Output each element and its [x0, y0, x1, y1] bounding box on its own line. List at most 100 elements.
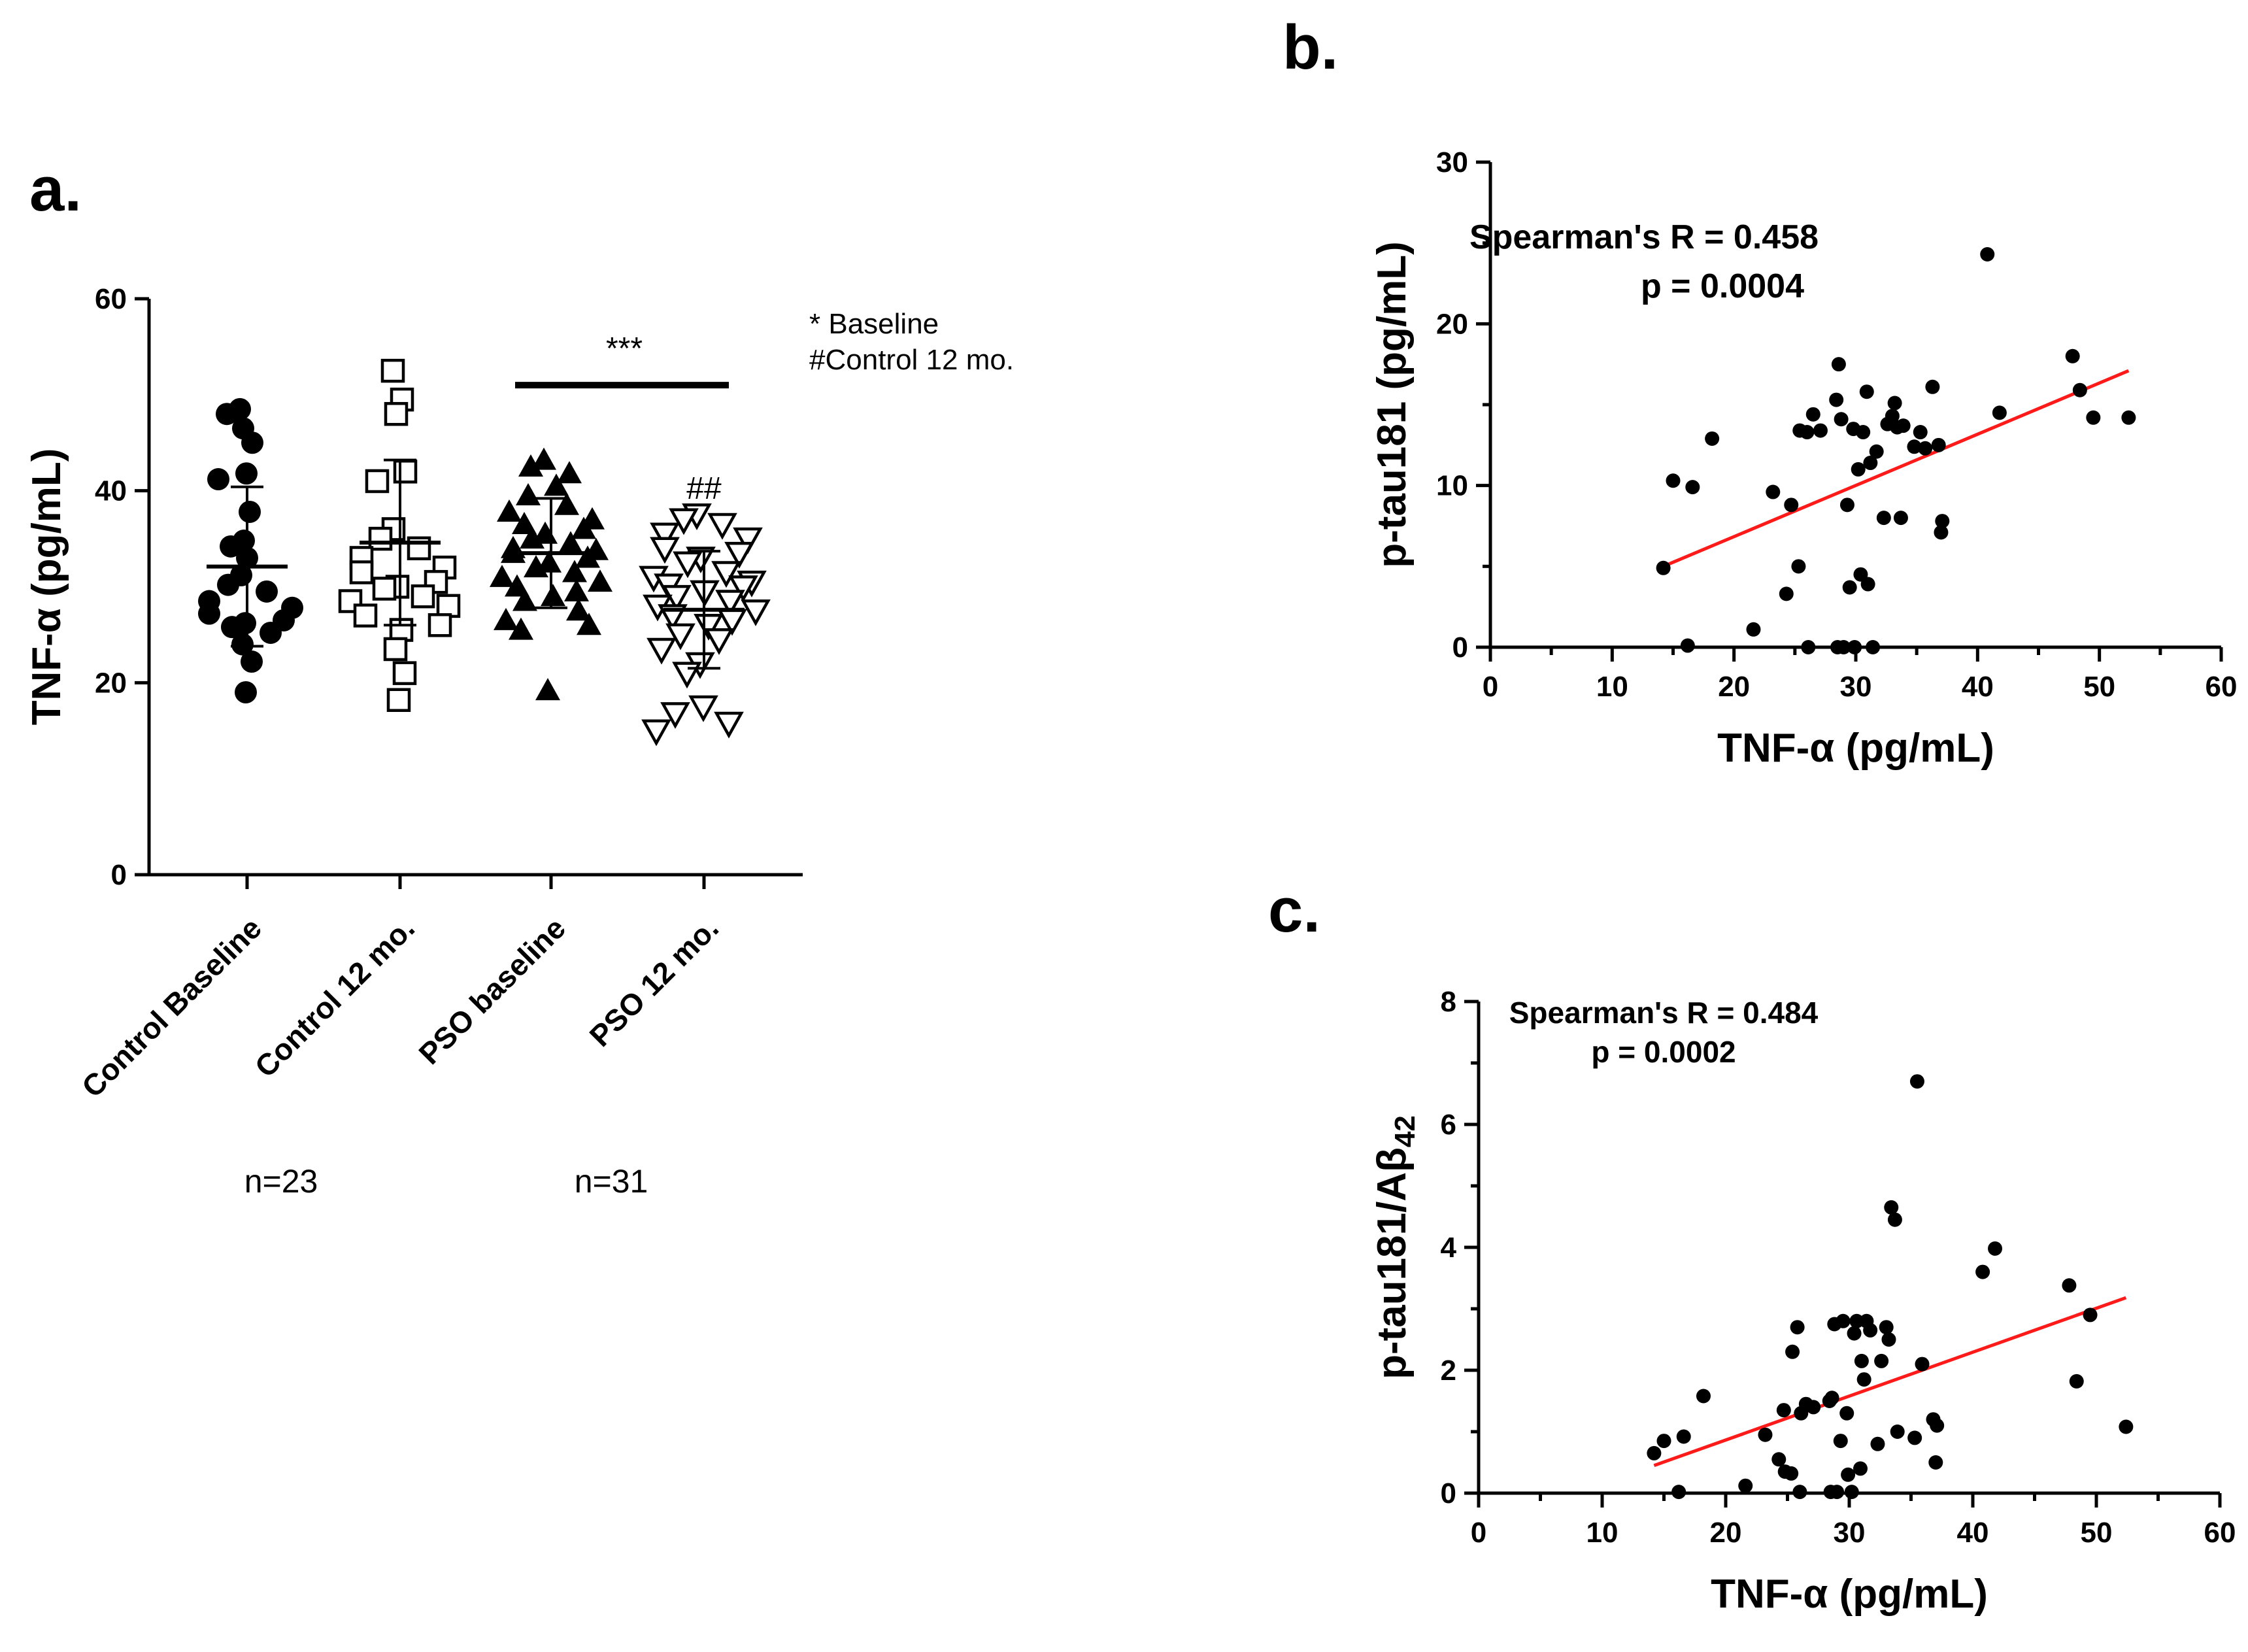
- y-tick-label: 40: [95, 475, 127, 507]
- category-label: Control Baseline: [75, 911, 268, 1104]
- data-point: [1918, 441, 1933, 456]
- x-tick-label: 10: [1596, 671, 1628, 703]
- x-tick-label: 30: [1840, 671, 1872, 703]
- panel-c-axes: 0 2 4 6 8 0 10 20 30 40 50 60 TNF-α (pg/mL) p-tau181/…: [1369, 986, 2236, 1617]
- legend-baseline: * Baseline: [809, 308, 939, 340]
- x-tick-label: 20: [1710, 1517, 1742, 1549]
- y-tick-label: 0: [1452, 632, 1468, 664]
- data-point: [2062, 1278, 2077, 1293]
- data-point: [588, 569, 612, 592]
- data-point: [1834, 412, 1849, 427]
- data-point: [1907, 1430, 1922, 1445]
- data-point: [1893, 511, 1908, 526]
- data-point: [436, 594, 461, 618]
- data-point: [724, 541, 754, 569]
- data-point: [392, 661, 417, 685]
- data-point: [1934, 525, 1949, 540]
- data-point: [646, 637, 677, 665]
- y-axis-title-main: p-tau181/Aβ: [1369, 1147, 1415, 1379]
- data-point: [1791, 559, 1806, 574]
- data-point: [1847, 1326, 1862, 1341]
- data-point: [1975, 1264, 1990, 1279]
- data-point: [217, 573, 239, 596]
- panel-b-p-value: p = 0.0004: [1641, 267, 1804, 305]
- data-point: [660, 702, 690, 729]
- data-point: [1853, 1461, 1868, 1476]
- category-label: PSO baseline: [412, 911, 572, 1071]
- data-point: [1841, 1467, 1856, 1482]
- y-tick-label: 4: [1441, 1232, 1457, 1264]
- data-point: [707, 513, 737, 540]
- legend-control-12mo: #Control 12 mo.: [809, 344, 1014, 376]
- data-point: [509, 617, 533, 640]
- data-point: [1896, 418, 1911, 433]
- data-point: [393, 460, 418, 484]
- data-point: [1671, 1485, 1686, 1500]
- data-point: [531, 447, 556, 470]
- panel-c-regression-line: [1653, 1296, 2127, 1468]
- data-point: [1863, 1323, 1878, 1338]
- data-point: [1746, 622, 1761, 637]
- data-point: [372, 577, 397, 601]
- data-point: [1928, 1455, 1943, 1470]
- panel-b-regression-line: [1662, 369, 2130, 568]
- data-point: [1907, 439, 1922, 454]
- x-tick-label: 0: [1483, 671, 1498, 703]
- panel-label-a: a.: [29, 154, 82, 224]
- data-point: [1879, 1320, 1894, 1335]
- x-tick-label: 40: [1957, 1517, 1989, 1549]
- data-point: [1931, 437, 1946, 452]
- data-point: [1766, 484, 1781, 499]
- data-point: [704, 628, 734, 655]
- n-pso: n=31: [575, 1163, 648, 1200]
- data-point: [368, 526, 393, 551]
- data-point: [1758, 1427, 1773, 1442]
- y-tick-label: 6: [1441, 1109, 1456, 1141]
- y-axis-title: TNF-α (pg/mL): [24, 448, 69, 726]
- data-point: [2086, 410, 2101, 425]
- y-tick-label: 10: [1436, 470, 1468, 502]
- data-point: [260, 621, 282, 644]
- panel-a-points: [198, 358, 771, 747]
- data-point: [1988, 1241, 2003, 1256]
- data-point: [490, 564, 514, 587]
- data-point: [516, 483, 541, 506]
- data-point: [2119, 1419, 2134, 1434]
- data-point: [575, 545, 600, 568]
- panel-c: c. 0 2 4 6 8 0 10 20 30 40 50 60 TNF-α (pg/mL) p-tau1…: [1268, 875, 2236, 1617]
- data-point: [650, 537, 680, 564]
- data-point: [1696, 1389, 1711, 1404]
- data-point: [1790, 1320, 1805, 1335]
- data-point: [1887, 1212, 1902, 1227]
- panel-label-c: c.: [1268, 875, 1320, 945]
- data-point: [1784, 1466, 1799, 1481]
- data-point: [715, 590, 745, 617]
- x-axis-title: TNF-α (pg/mL): [1717, 726, 1994, 771]
- data-point: [650, 522, 680, 550]
- y-axis-title: p-tau181/Aβ42: [1369, 1115, 1421, 1379]
- data-point: [1801, 640, 1816, 654]
- panel-c-spearman-r: Spearman's R = 0.484: [1509, 996, 1819, 1030]
- data-point: [1874, 1353, 1889, 1368]
- data-point: [1779, 586, 1794, 601]
- data-point: [1854, 1353, 1869, 1368]
- data-point: [1863, 456, 1878, 471]
- data-point: [365, 469, 390, 494]
- panel-a-mean-sd: [207, 458, 745, 670]
- data-point: [741, 599, 771, 626]
- data-point: [520, 526, 545, 549]
- data-point: [1805, 407, 1820, 422]
- x-tick-label: 50: [2081, 1517, 2113, 1549]
- data-point: [1887, 396, 1902, 411]
- data-point: [349, 560, 374, 584]
- data-point: [1869, 444, 1884, 459]
- data-point: [1866, 640, 1881, 654]
- panel-c-points: [1647, 1074, 2134, 1500]
- data-point: [1885, 409, 1900, 424]
- data-point: [235, 681, 257, 704]
- data-point: [1992, 405, 2007, 420]
- y-axis-title-subscript: 42: [1389, 1115, 1421, 1147]
- data-point: [386, 688, 411, 713]
- data-point: [518, 454, 543, 477]
